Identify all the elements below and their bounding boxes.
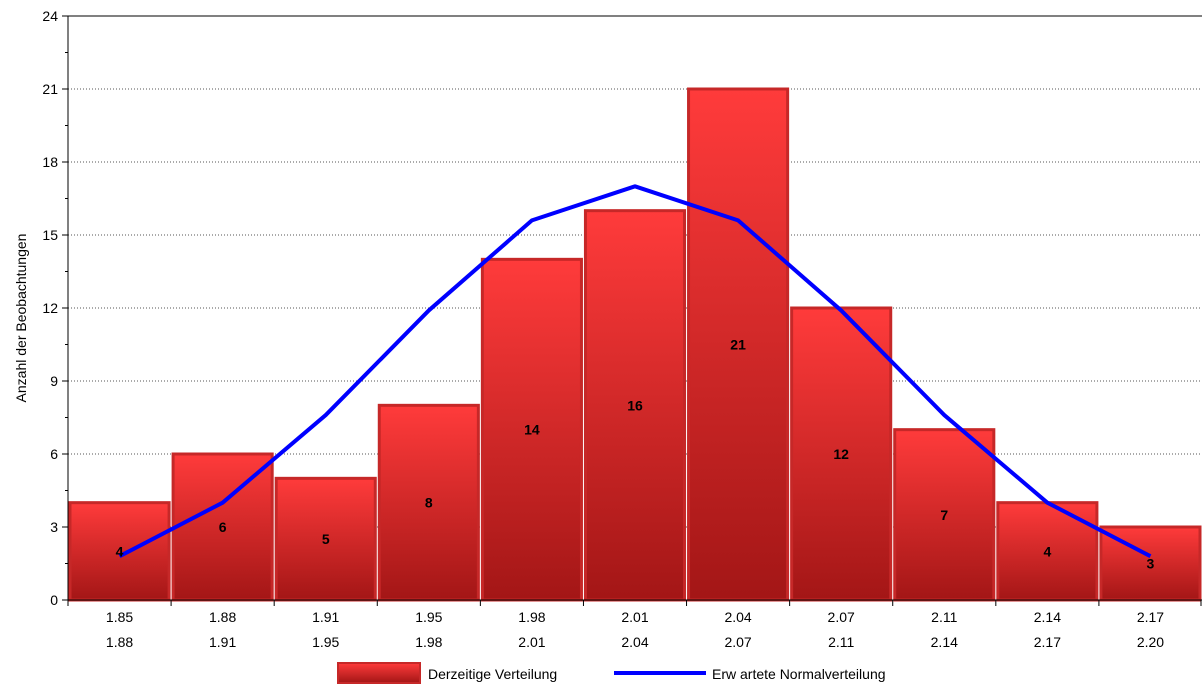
x-tick-label-lower: 2.07 (828, 609, 855, 625)
y-tick-label: 18 (42, 154, 58, 170)
y-tick-label: 0 (50, 592, 58, 608)
bar-value-label: 8 (425, 495, 433, 511)
x-tick-label-lower: 2.11 (931, 609, 957, 625)
bar-value-label: 4 (116, 543, 124, 559)
x-tick-label-lower: 1.95 (415, 609, 442, 625)
bar-value-label: 12 (833, 446, 849, 462)
x-tick-label-lower: 2.17 (1137, 609, 1164, 625)
bar-value-labels: 4 6 5 8 14 16 21 12 7 4 3 (116, 337, 1155, 572)
y-tick-label: 6 (50, 446, 58, 462)
x-tick-label-upper: 2.14 (931, 634, 958, 650)
bar-value-label: 4 (1043, 543, 1051, 559)
x-tick-label-upper: 1.91 (209, 634, 236, 650)
x-tick-label-lower: 1.91 (312, 609, 339, 625)
y-axis-title: Anzahl der Beobachtungen (13, 234, 29, 403)
bar-value-label: 16 (627, 397, 643, 413)
x-tick-label-lower: 2.01 (621, 609, 648, 625)
x-tick-label-lower: 1.98 (518, 609, 545, 625)
y-tick-label: 15 (42, 227, 58, 243)
x-tick-label-upper: 2.20 (1137, 634, 1164, 650)
y-tick-label: 21 (42, 81, 58, 97)
bar-value-label: 6 (219, 519, 227, 535)
histogram-bar (583, 209, 687, 602)
bar-value-label: 14 (524, 422, 540, 438)
bar-value-label: 7 (940, 507, 948, 523)
x-tick-label-lower: 1.88 (209, 609, 236, 625)
x-tick-label-lower: 2.14 (1034, 609, 1061, 625)
x-tick-label-upper: 2.04 (621, 634, 648, 650)
x-tick-label-upper: 2.01 (518, 634, 545, 650)
bar-value-label: 5 (322, 531, 330, 547)
bar-value-label: 21 (730, 337, 746, 353)
x-tick-label-upper: 1.88 (106, 634, 133, 650)
legend-bar-label: Derzeitige Verteilung (428, 666, 557, 682)
y-tick-label: 9 (50, 373, 58, 389)
legend-line-label: Erw artete Normalverteilung (712, 666, 886, 682)
x-tick-label-upper: 1.98 (415, 634, 442, 650)
y-tick-label: 3 (50, 519, 58, 535)
histogram-bar (274, 476, 377, 602)
x-tick-label-upper: 2.07 (724, 634, 751, 650)
x-tick-label-lower: 2.04 (724, 609, 751, 625)
histogram-bar (687, 87, 790, 602)
legend-bar-swatch (337, 662, 421, 684)
x-tick-label-upper: 2.17 (1034, 634, 1061, 650)
histogram-bar (377, 403, 480, 602)
axes: 0 3 6 9 12 15 18 21 24 1.85 1.88 1.88 1.91 1.91 1.95 1.… (42, 8, 1202, 650)
legend: Derzeitige Verteilung Erw artete Normalv… (337, 662, 886, 684)
normal-curve (118, 184, 1152, 558)
histogram-bar (171, 452, 274, 602)
y-tick-label: 24 (42, 8, 58, 24)
y-tick-label: 12 (42, 300, 58, 316)
histogram-bar (480, 257, 583, 602)
histogram-bar (790, 306, 893, 602)
x-tick-label-lower: 1.85 (106, 609, 133, 625)
bar-value-label: 3 (1147, 556, 1155, 572)
bars (68, 87, 1202, 602)
x-tick-label-upper: 2.11 (828, 634, 854, 650)
normal-curve-line (118, 184, 1152, 558)
x-tick-label-upper: 1.95 (312, 634, 339, 650)
